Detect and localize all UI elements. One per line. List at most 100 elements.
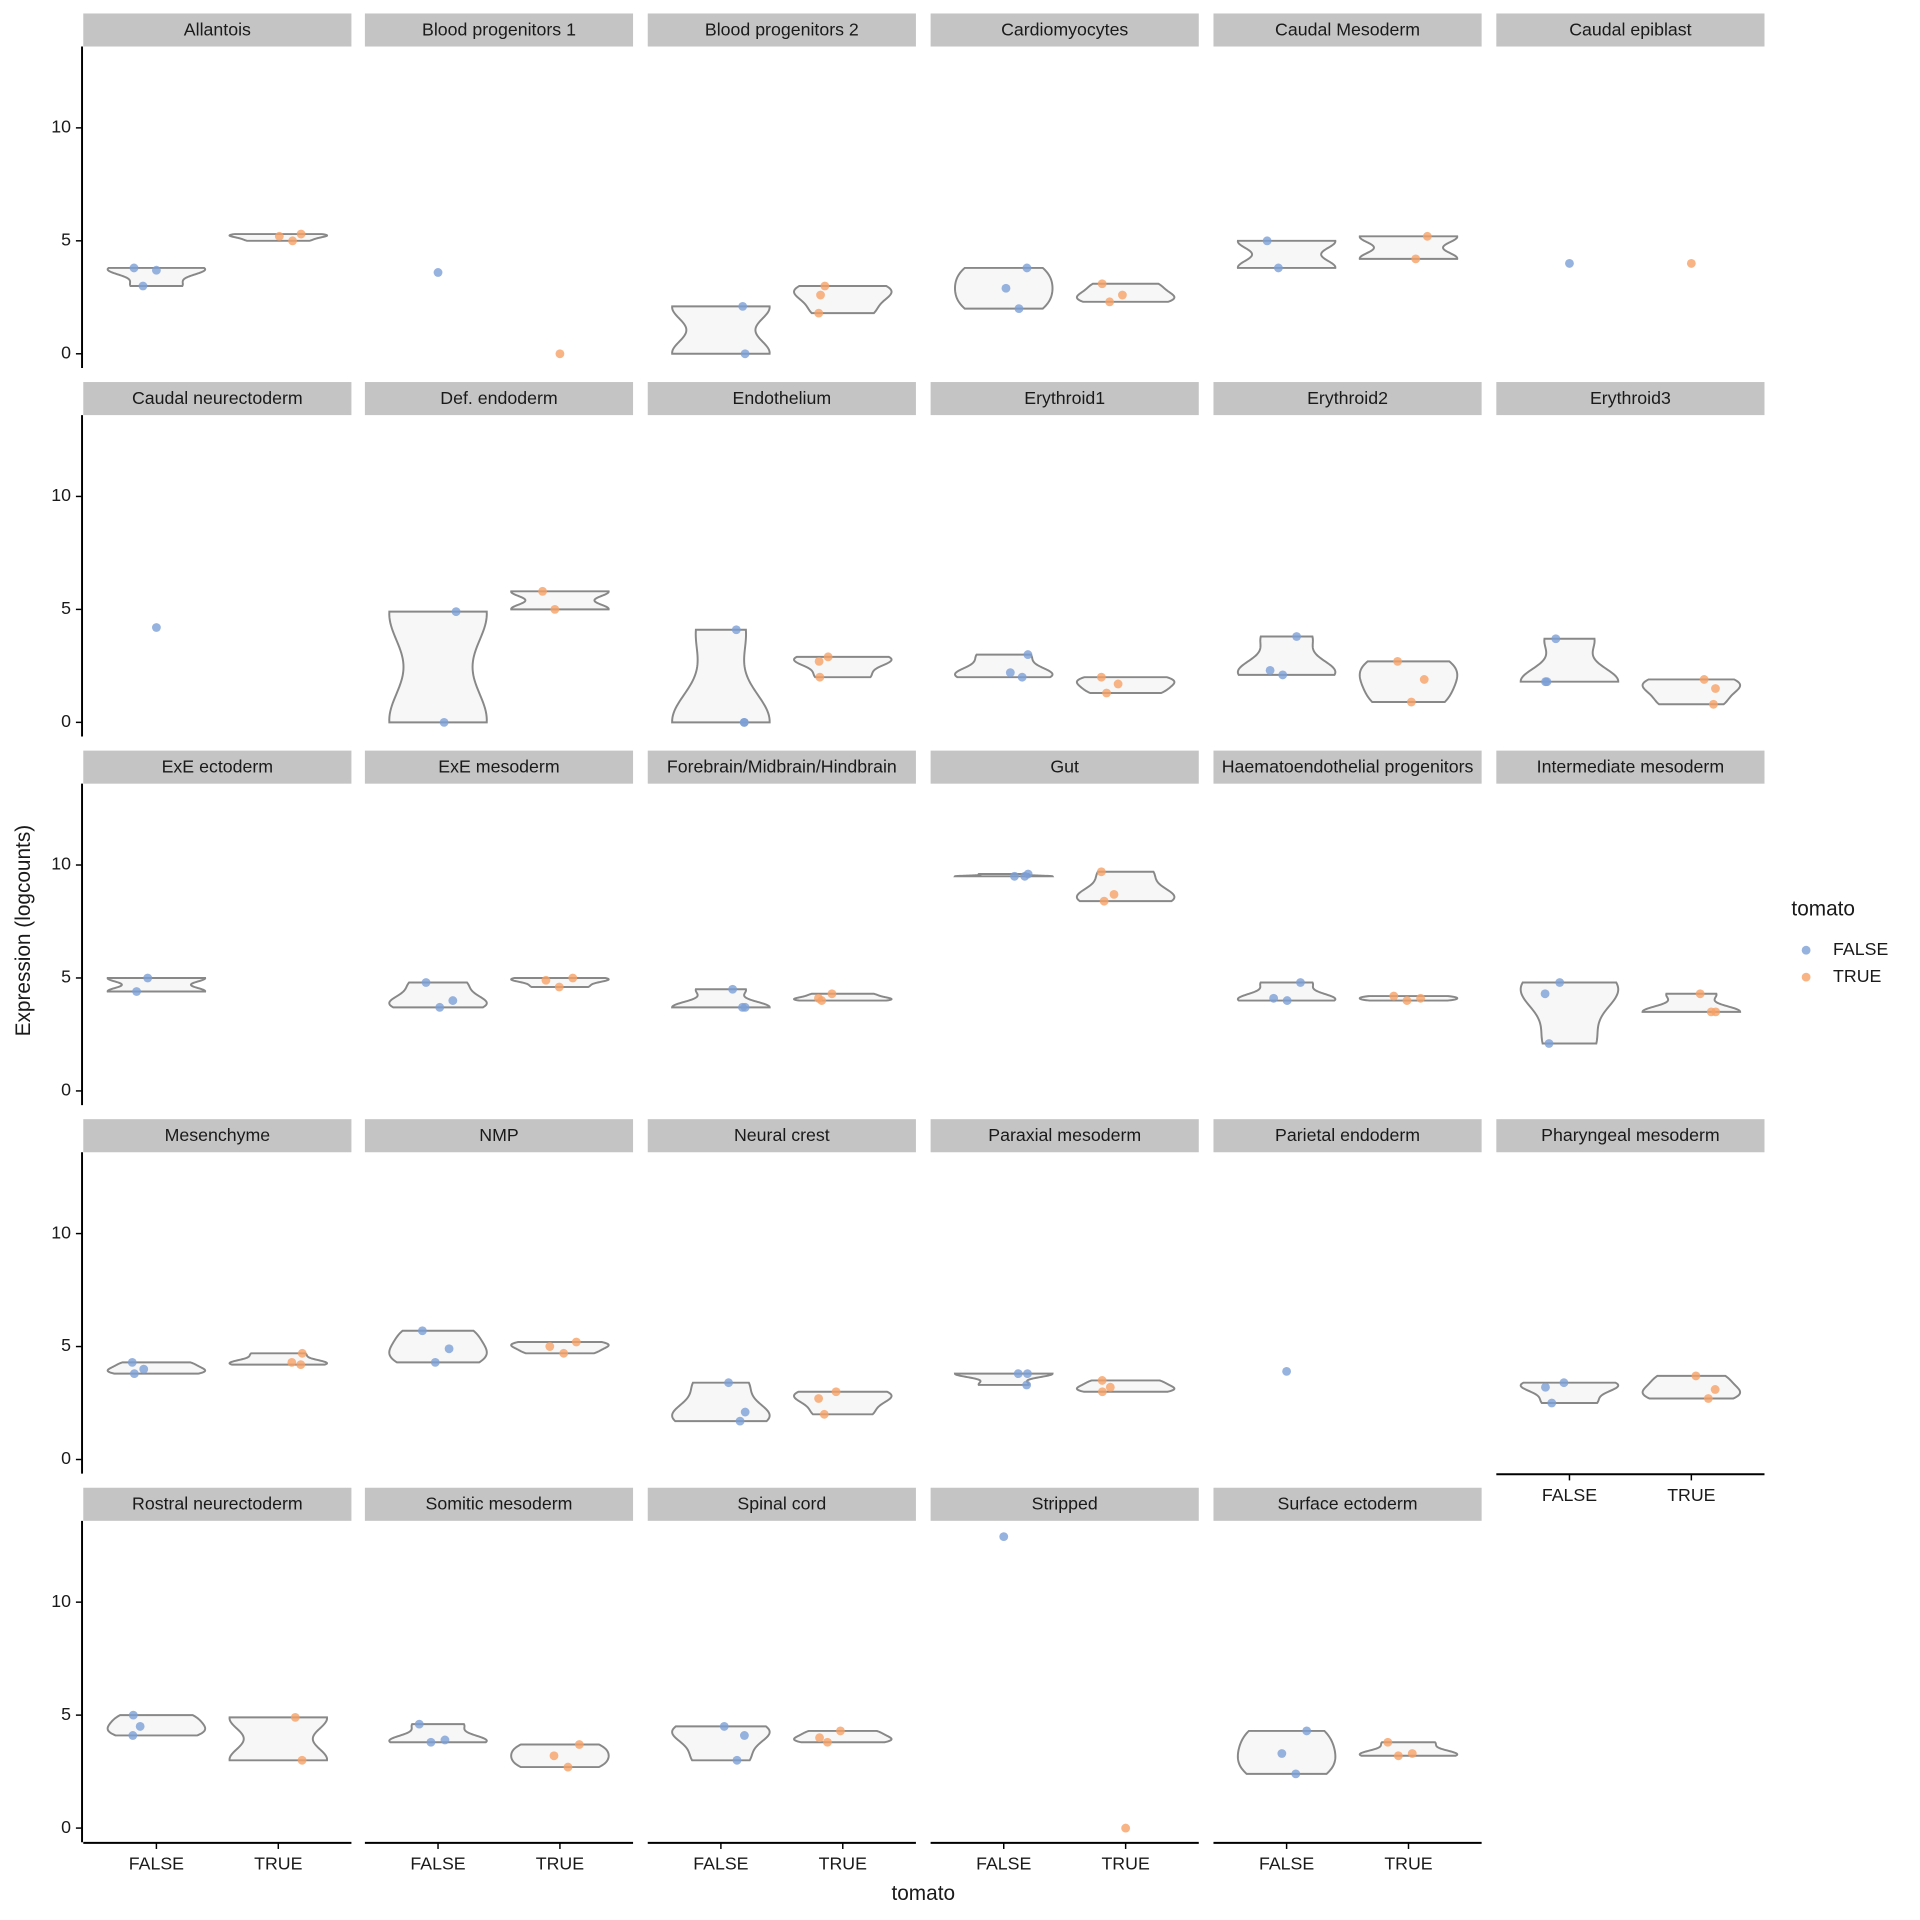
data-point <box>151 265 161 275</box>
facet-strip <box>83 13 352 47</box>
data-point <box>1393 656 1402 666</box>
y-tick-label: 5 <box>61 1704 71 1724</box>
data-point <box>1542 677 1552 687</box>
data-point <box>1541 1382 1550 1392</box>
data-point <box>1098 1387 1107 1397</box>
facet-strip <box>83 1119 352 1153</box>
violin <box>1641 1374 1742 1400</box>
data-point <box>831 1387 841 1397</box>
facet-title: Erythroid3 <box>1590 388 1671 408</box>
x-tick-label: TRUE <box>1101 1854 1149 1874</box>
facet-title: Somitic mesoderm <box>425 1494 572 1514</box>
strip-group: Somitic mesoderm <box>425 1494 572 1514</box>
data-point <box>1274 263 1283 273</box>
data-point <box>1109 889 1119 899</box>
data-point <box>1709 699 1718 709</box>
data-point <box>1559 1378 1569 1388</box>
data-point <box>1699 675 1709 684</box>
data-point <box>1014 304 1024 314</box>
violin <box>1075 1379 1176 1393</box>
y-tick-label: 5 <box>61 598 71 618</box>
data-point <box>1686 259 1696 268</box>
strip-group: Pharyngeal mesoderm <box>1541 1125 1720 1145</box>
violin <box>671 988 771 1009</box>
data-point <box>128 1710 138 1720</box>
data-point <box>738 301 748 311</box>
data-point <box>814 1394 824 1403</box>
y-tick-label: 10 <box>51 117 71 137</box>
strip-group: Blood progenitors 1 <box>422 19 576 39</box>
facet-title: Allantois <box>184 19 251 39</box>
facet-title: Caudal epiblast <box>1569 19 1691 39</box>
data-point <box>128 1731 138 1740</box>
violin <box>1358 235 1459 260</box>
data-point <box>290 1712 300 1722</box>
violin <box>510 976 610 988</box>
strip-group: NMP <box>479 1125 518 1145</box>
strip-group: Blood progenitors 2 <box>705 19 859 39</box>
y-tick-label: 10 <box>51 1591 71 1611</box>
data-point <box>1406 697 1416 707</box>
data-point <box>451 607 461 617</box>
facet-strip <box>930 1487 1199 1521</box>
data-point <box>1097 1376 1107 1385</box>
data-point <box>1292 632 1302 641</box>
violin <box>1519 637 1620 683</box>
facet-title: Endothelium <box>732 388 831 408</box>
data-point <box>1416 993 1426 1003</box>
data-point <box>1389 991 1399 1001</box>
y-tick-label: 10 <box>51 485 71 505</box>
data-point <box>814 308 824 318</box>
data-point <box>728 984 738 994</box>
data-point <box>296 229 306 239</box>
violin <box>671 1381 771 1423</box>
data-point <box>731 625 741 635</box>
data-point <box>554 982 564 992</box>
facet-title: Rostral neurectoderm <box>132 1494 303 1514</box>
data-point <box>735 1416 745 1426</box>
strip-group: Spinal cord <box>737 1494 826 1514</box>
facet-title: Surface ectoderm <box>1278 1494 1418 1514</box>
violin <box>1236 239 1337 269</box>
data-point <box>1691 1371 1701 1381</box>
facet-title: Blood progenitors 1 <box>422 19 576 39</box>
facet-strip <box>1213 382 1482 416</box>
x-tick-label: TRUE <box>254 1854 302 1874</box>
data-point <box>559 1348 569 1358</box>
data-point <box>1695 989 1705 999</box>
facet-strip <box>647 382 916 416</box>
data-point <box>571 1337 581 1347</box>
facet-strip <box>647 1119 916 1153</box>
strip-group: Endothelium <box>732 388 831 408</box>
data-point <box>132 987 142 996</box>
data-point <box>1001 283 1011 293</box>
facet-strip <box>364 750 634 784</box>
violin <box>1236 635 1337 676</box>
data-point <box>1017 672 1027 682</box>
data-point <box>1269 993 1279 1003</box>
data-point <box>1402 996 1412 1005</box>
data-point <box>1711 684 1720 693</box>
violin <box>1519 1381 1620 1404</box>
data-point <box>1277 1749 1287 1758</box>
facet-strip <box>364 1487 634 1521</box>
violin <box>793 992 893 1002</box>
data-point <box>297 1348 307 1358</box>
data-point <box>1099 896 1109 906</box>
x-tick-label: FALSE <box>693 1854 748 1874</box>
data-point <box>817 996 827 1005</box>
violin <box>388 610 488 724</box>
data-point <box>719 1722 729 1731</box>
x-tick-label: FALSE <box>129 1854 184 1874</box>
data-point <box>414 1719 424 1729</box>
legend-swatch <box>1801 972 1811 982</box>
data-point <box>739 717 749 727</box>
violin <box>1358 1741 1459 1757</box>
facet-strip <box>83 1487 352 1521</box>
facet-strip <box>1496 1119 1765 1153</box>
data-point <box>138 281 148 291</box>
violin <box>106 1361 207 1375</box>
data-point <box>574 1740 584 1749</box>
x-tick-label: FALSE <box>1259 1854 1314 1874</box>
